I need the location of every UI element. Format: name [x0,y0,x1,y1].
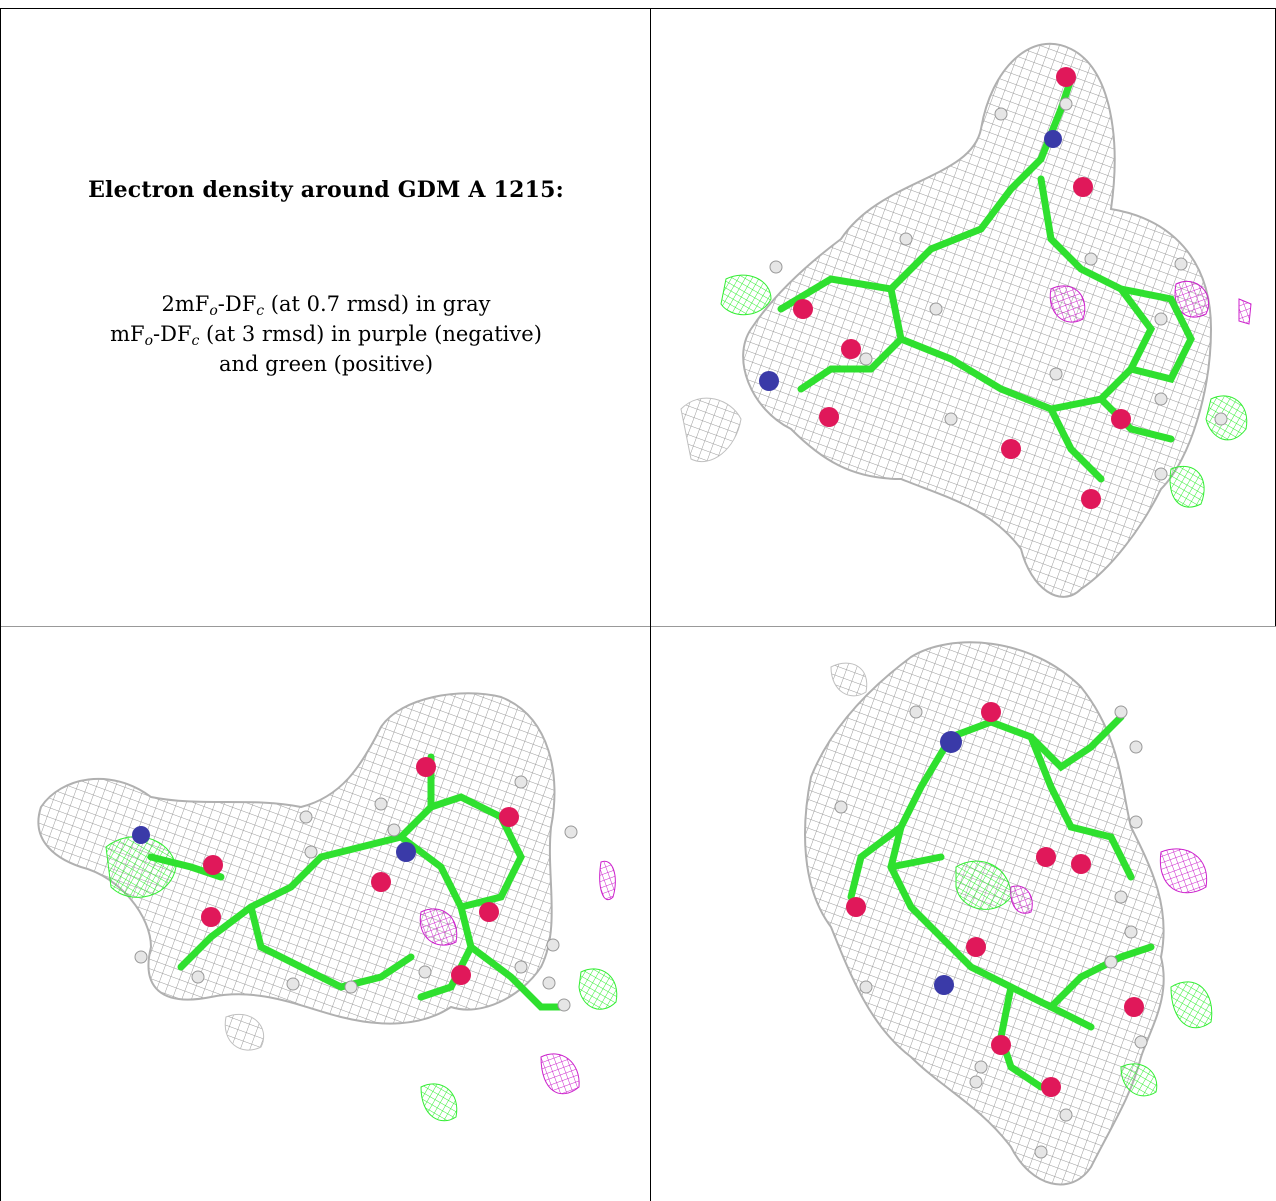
positive-density-blob [105,836,177,898]
gray-density-mesh [742,42,1213,598]
oxygen-atoms [201,757,519,985]
hydrogen-atoms [769,97,1228,481]
nitrogen-atoms [759,130,1062,391]
density-view-bottom-right [651,627,1275,1201]
table-border-left [0,8,1,1201]
positive-density-blob [1120,1063,1158,1097]
ligand-bonds [847,713,1155,1091]
oxygen-atoms [846,702,1144,1097]
legend-line-positive: and green (positive) [218,352,434,376]
table-divider-center [650,8,651,1201]
density-view-bottom-left [1,627,650,1201]
hydrogen-atoms [134,775,578,1012]
table-divider-middle [0,626,1276,627]
table-border-top [0,8,1276,9]
density-render-1 [680,42,1252,598]
density-render-2 [37,692,618,1122]
nitrogen-atoms [132,826,416,862]
caption-cell: Electron density around GDM A 1215: 2mFo… [1,9,650,626]
gray-density-mesh [804,641,1165,1186]
negative-density-blob [540,1053,580,1095]
negative-density-blob [1159,848,1208,894]
ligand-bonds [777,75,1195,483]
negative-density-blob [419,908,458,946]
oxygen-atoms [793,67,1131,509]
positive-density-blob [1169,466,1205,508]
negative-density-blob [599,860,616,900]
density-view-top-right [651,9,1275,626]
legend-line-gray: 2mFo-DFc (at 0.7 rmsd) in gray [161,292,491,319]
negative-density-blob [1238,298,1252,325]
positive-density-blob [578,968,618,1010]
positive-density-blob [420,1083,458,1122]
negative-density-blob [1010,885,1033,914]
gray-density-fragment [680,397,742,463]
negative-density-blob [1049,285,1086,323]
density-render-3 [804,641,1213,1186]
nitrogen-atoms [934,731,962,995]
gray-density-fragment [830,662,868,697]
figure-legend: 2mFo-DFc (at 0.7 rmsd) in gray mFo-DFc (… [1,289,650,379]
positive-density-blob [720,274,772,316]
gray-density-fragment [224,1013,264,1051]
positive-density-blob [1170,981,1213,1029]
hydrogen-atoms [834,705,1148,1159]
figure-title: Electron density around GDM A 1215: [88,177,564,203]
legend-line-difference: mFo-DFc (at 3 rmsd) in purple (negative) [110,322,542,349]
ligand-bonds [147,753,565,1011]
